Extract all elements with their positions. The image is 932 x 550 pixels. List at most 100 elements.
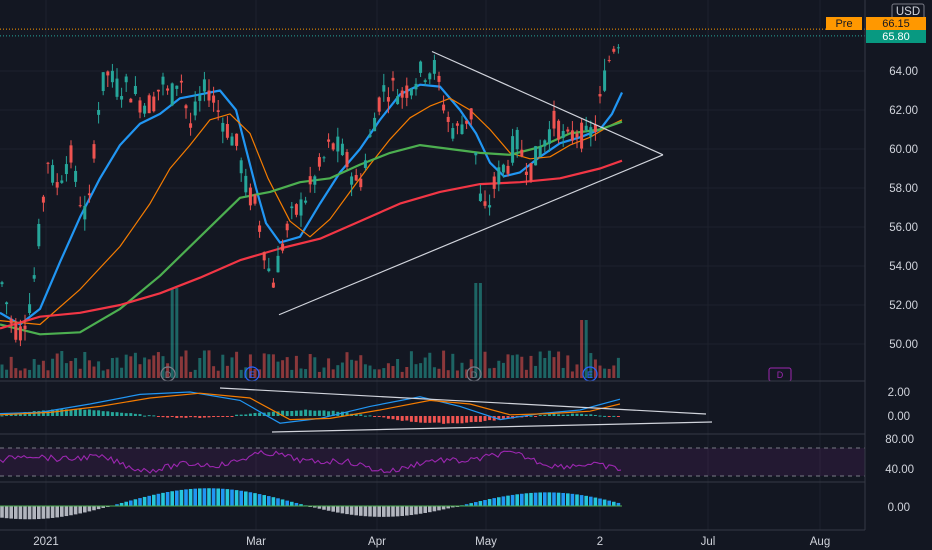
volume-bar: [547, 350, 551, 378]
histogram-bar: [78, 506, 82, 514]
candle-body: [492, 176, 496, 189]
candle-body: [566, 129, 570, 132]
histogram-bar: [451, 506, 455, 508]
histogram-bar: [418, 506, 423, 514]
histogram-bar: [138, 498, 142, 506]
macd-histogram-bar: [179, 416, 183, 418]
volume-bar: [32, 359, 36, 378]
volume-bar: [520, 356, 524, 378]
histogram-bar: [409, 506, 414, 516]
rsi-tick: 40.00: [885, 464, 914, 476]
time-axis[interactable]: 2021 Mar Apr May 2 Jul Aug: [0, 529, 865, 548]
histogram-bar: [602, 499, 607, 506]
macd-histogram-bar: [534, 416, 538, 417]
price-tick: 56.00: [889, 222, 918, 234]
macd-histogram-bar: [543, 414, 547, 416]
volume-bar: [133, 352, 137, 378]
volume-bar: [244, 367, 248, 378]
macd-histogram-bar: [230, 416, 234, 417]
volume-bar: [455, 370, 459, 378]
candle-body: [299, 199, 303, 216]
volume-bar: [161, 356, 165, 378]
candle-body: [506, 165, 510, 174]
macd-histogram-bar: [18, 413, 22, 416]
volume-bar: [276, 361, 280, 378]
macd-histogram-bar: [271, 411, 275, 416]
histogram-bar: [188, 488, 193, 506]
volume-bar: [460, 362, 464, 378]
volume-bar: [400, 371, 404, 378]
volume-bar: [340, 362, 344, 378]
macd-histogram-bar: [9, 414, 13, 416]
candle-body: [161, 76, 165, 85]
upper-trendline[interactable]: [431, 50, 664, 156]
macd-histogram-bar: [423, 416, 427, 423]
volume-bar: [83, 351, 87, 378]
histogram-bar: [129, 500, 133, 506]
candle-body: [308, 176, 312, 185]
volume-bar: [442, 350, 446, 378]
histogram-bar: [299, 504, 303, 506]
macd-histogram-bar: [120, 412, 124, 416]
volume-bar: [446, 370, 450, 378]
macd-histogram-bar: [248, 413, 252, 416]
macd-histogram-bar: [207, 416, 211, 418]
macd-histogram-bar: [474, 416, 478, 422]
macd-histogram-bar: [419, 416, 423, 423]
triangle-trendlines[interactable]: [278, 50, 664, 316]
histogram-bar: [520, 493, 524, 506]
macd-histogram-bar: [547, 414, 551, 416]
candle-body: [589, 127, 593, 137]
volume-bar: [377, 369, 381, 378]
price-axis[interactable]: USD Pre 66.15 65.80 64.00 62.00 60.00 58…: [826, 0, 932, 550]
histogram-bar: [377, 506, 381, 517]
volume-bar: [561, 367, 565, 378]
histogram-bar: [193, 488, 197, 506]
volume-bar: [18, 370, 22, 378]
histogram-bar: [23, 506, 27, 520]
candle-body: [51, 165, 55, 183]
candle-body: [92, 144, 96, 159]
candle-body: [340, 143, 344, 156]
lower-trendline[interactable]: [278, 154, 664, 316]
volume-bar: [198, 357, 202, 378]
panel-dividers[interactable]: [0, 380, 932, 483]
price-tick: 62.00: [889, 105, 918, 117]
macd-histogram-bar: [575, 413, 579, 416]
macd-histogram-bar: [552, 413, 556, 416]
histogram-bar: [294, 502, 299, 506]
candle-body: [373, 117, 377, 132]
histogram-bar: [437, 506, 441, 511]
macd-histogram-bar: [308, 410, 312, 416]
volume-bar: [55, 353, 59, 378]
volume-bar: [106, 369, 110, 378]
candle-body: [552, 110, 556, 129]
volume-bar: [469, 359, 473, 378]
histogram-bar: [372, 506, 377, 517]
macd-histogram-bar: [386, 416, 390, 419]
macd-histogram-bar: [290, 410, 294, 416]
volume-bar: [225, 365, 229, 378]
macd-histogram-bar: [106, 411, 110, 416]
candle-body: [488, 205, 492, 208]
histogram-bar: [290, 501, 294, 506]
histogram-bar: [156, 493, 161, 506]
volume-bar: [175, 288, 179, 378]
volume-bar: [603, 368, 607, 378]
candle-body: [152, 96, 156, 112]
histogram-bar: [469, 503, 473, 506]
histogram-panel: [0, 488, 622, 520]
volume-bar: [41, 360, 45, 378]
volume-bar: [322, 367, 326, 378]
macd-histogram-bar: [87, 409, 91, 416]
volume-bar: [166, 363, 170, 378]
candle-body: [198, 95, 202, 101]
candle-body: [60, 180, 64, 183]
histogram-bar: [87, 506, 92, 512]
volume-bar: [235, 351, 239, 378]
candle-body: [5, 302, 9, 305]
candle-body: [143, 105, 147, 114]
histogram-bar: [101, 506, 105, 508]
volume-bar: [92, 366, 96, 378]
